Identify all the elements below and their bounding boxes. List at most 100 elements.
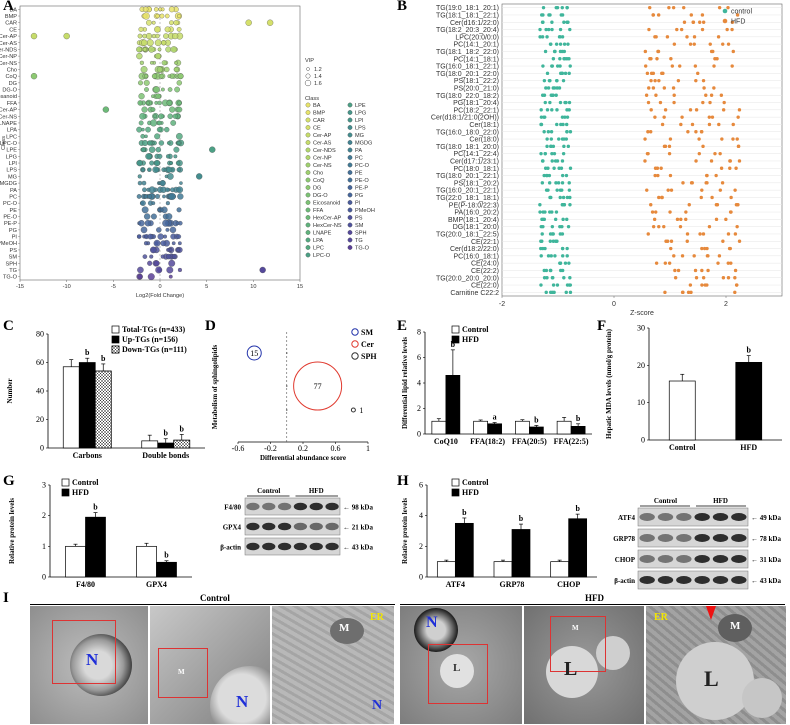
- x-tick-label: 1: [366, 444, 370, 453]
- data-point: [170, 120, 177, 126]
- control-point: [541, 64, 545, 68]
- em-lipid-droplet: [742, 678, 782, 718]
- legend-swatch: [111, 325, 120, 334]
- lipid-label: BMP(18:1_20:4): [448, 217, 499, 224]
- lipid-label: DG(18:1_20:0): [453, 224, 499, 231]
- x-tick-label: 10: [250, 284, 256, 290]
- legend-label: Up-TGs (n=156): [122, 335, 178, 344]
- data-point: [149, 160, 155, 166]
- hfd-point: [643, 137, 647, 141]
- hfd-point: [701, 100, 705, 105]
- em-label-m: M: [730, 620, 741, 632]
- bar: [141, 440, 159, 449]
- control-point: [547, 27, 551, 32]
- class-legend-marker: [305, 200, 311, 205]
- hfd-point: [718, 188, 723, 192]
- category-label: PC-O: [3, 201, 18, 207]
- hfd-point: [704, 181, 708, 185]
- hfd-point: [719, 166, 724, 170]
- data-point: [167, 113, 173, 119]
- lipid-label: TG(18:0_20:1_22:1): [436, 173, 499, 180]
- control-point: [560, 159, 565, 163]
- data-point: [151, 20, 156, 25]
- class-legend-label: Cer-NS: [313, 163, 332, 169]
- chart-f: 0 10 20 30 Hepatic MDA levels (nmol/g protei…: [605, 324, 782, 452]
- data-point: [177, 100, 182, 106]
- control-point: [558, 261, 563, 265]
- data-point: [153, 86, 160, 93]
- data-point: [157, 100, 162, 106]
- hfd-point: [717, 254, 722, 258]
- x-tick-label: -2: [499, 301, 505, 308]
- data-point: [155, 13, 160, 19]
- category-label: DG-O: [2, 88, 17, 94]
- control-point: [540, 159, 545, 163]
- hfd-point: [697, 151, 701, 156]
- control-point: [551, 144, 556, 149]
- data-point: [170, 46, 178, 53]
- data-point: [176, 106, 183, 113]
- lipid-label: PG(18:1_20:4): [453, 100, 499, 107]
- hfd-point: [680, 290, 685, 295]
- data-point: [147, 273, 155, 281]
- hfd-point: [644, 93, 649, 97]
- control-point: [550, 159, 554, 163]
- hfd-point: [694, 276, 699, 280]
- control-point: [555, 78, 559, 83]
- blot-band: [657, 534, 674, 542]
- class-legend-label: LPE: [355, 103, 366, 109]
- control-point: [558, 49, 563, 54]
- class-legend-marker: [305, 207, 311, 213]
- lipid-label: CE(22:1): [471, 239, 499, 246]
- hfd-point: [672, 42, 677, 46]
- data-point: [137, 274, 143, 280]
- data-point: [141, 206, 149, 214]
- hfd-point: [670, 64, 675, 68]
- y-tick-label: 2: [42, 511, 46, 520]
- lipid-label: LPC(20:0/0:0): [455, 34, 499, 41]
- y-tick-label: 3: [42, 481, 46, 490]
- hfd-point: [665, 239, 670, 243]
- category-label: CAR: [5, 21, 17, 27]
- lipid-label: CE(22:2): [471, 268, 499, 275]
- control-point: [567, 181, 571, 185]
- hfd-point: [653, 78, 657, 83]
- hfd-point: [680, 254, 685, 258]
- em-control-mid: N M: [150, 606, 270, 724]
- control-point: [567, 100, 572, 105]
- data-point: [145, 32, 153, 40]
- category-label: PI: [12, 235, 18, 241]
- control-point: [553, 254, 557, 258]
- hfd-point: [730, 27, 734, 32]
- y-tick-label: 2: [417, 404, 421, 413]
- lipid-label: TG(22:0_18:1_18:1): [436, 195, 499, 202]
- x-tick-label: -0.2: [264, 444, 277, 453]
- control-point: [542, 276, 547, 280]
- data-point: [175, 160, 181, 166]
- lipid-label: TG(16:0_18:0_22:0): [436, 129, 499, 136]
- control-point: [551, 283, 556, 287]
- blot-band: [325, 502, 339, 511]
- blot-strip: [637, 570, 749, 590]
- hfd-point: [657, 224, 661, 229]
- outlier-point: [63, 32, 70, 40]
- control-point: [565, 20, 569, 24]
- control-point: [545, 108, 550, 112]
- axis-marker: [285, 385, 288, 387]
- control-point: [561, 195, 566, 200]
- hfd-point: [653, 173, 657, 178]
- control-point: [562, 137, 566, 141]
- class-legend-label: CoQ: [313, 178, 325, 184]
- hfd-point: [649, 203, 653, 207]
- hfd-point: [671, 86, 676, 90]
- data-point: [158, 7, 163, 12]
- em-control-line: [30, 604, 395, 605]
- hfd-point: [649, 78, 653, 83]
- control-point: [540, 93, 545, 97]
- control-point: [550, 210, 554, 214]
- hfd-point: [694, 159, 698, 163]
- control-point: [550, 224, 555, 229]
- hfd-point: [694, 130, 698, 134]
- class-legend-marker: [347, 170, 353, 175]
- data-point: [154, 100, 159, 105]
